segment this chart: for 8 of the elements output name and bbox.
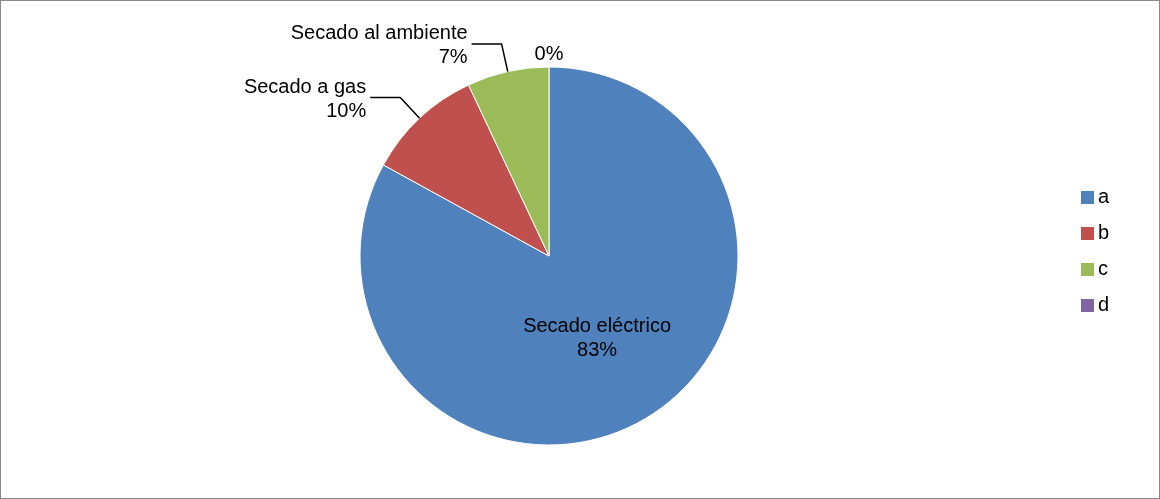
- text: 0%: [534, 42, 564, 64]
- legend-label: a: [1097, 184, 1109, 207]
- data-label: Secado a gas 10%: [243, 74, 367, 121]
- data-label: Secado eléctrico 83%: [523, 314, 672, 361]
- legend-label: b: [1097, 220, 1109, 243]
- data-label: Secado al ambiente 7%: [290, 20, 468, 67]
- legend-label: c: [1097, 256, 1108, 279]
- legend-label: d: [1097, 292, 1109, 315]
